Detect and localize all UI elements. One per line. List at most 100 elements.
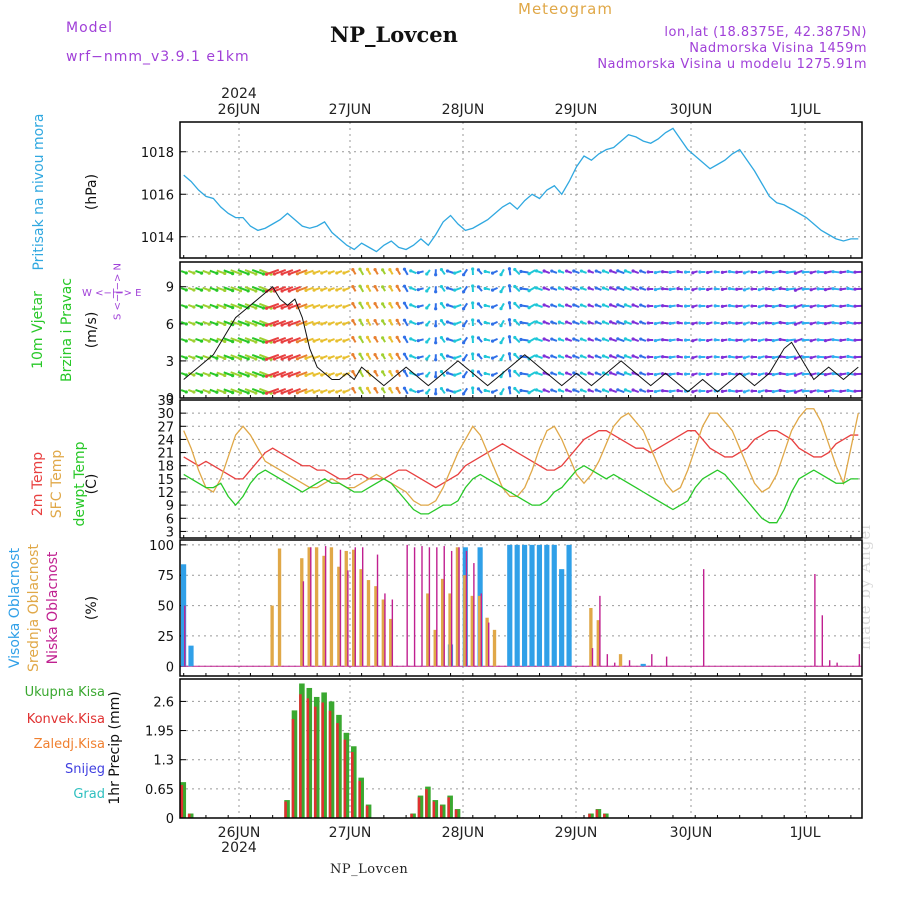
wind-arrow-head (351, 387, 355, 391)
wind-arrow-head (207, 390, 211, 394)
wind-arrow (281, 303, 294, 309)
wind-arrow-head (631, 303, 635, 307)
wind-arrow-head (425, 272, 429, 276)
wind-arrow-head (327, 288, 331, 292)
cloud-mid-bar (470, 595, 474, 667)
wind-arrow-head (646, 355, 650, 359)
wind-arrow (297, 320, 308, 326)
wind-arrow-head (793, 288, 798, 292)
wind-arrow-head (764, 355, 768, 359)
wind-arrow-head (402, 369, 407, 373)
precip-total-bar (306, 687, 313, 818)
wind-arrow-head (351, 302, 355, 306)
wind-arrow (251, 337, 264, 343)
wind-arrow-head (280, 323, 284, 327)
wind-arrow-head (513, 301, 517, 306)
wind-arrow-head (513, 369, 517, 374)
wind-arrow (274, 337, 287, 343)
wind-arrow-head (365, 318, 370, 323)
wind-arrow-head (831, 389, 835, 393)
wind-arrow-head (668, 321, 672, 325)
wind-arrow-head (287, 357, 291, 361)
wind-arrow-head (439, 386, 444, 391)
precip-conv-bar (425, 789, 428, 818)
precip-total-bar (343, 732, 350, 818)
wind-arrow-head (304, 271, 308, 275)
wind-arrow-head (272, 391, 277, 395)
precip-conv-bar (417, 797, 421, 818)
wind-arrow-head (402, 352, 407, 356)
wind-arrow-head (295, 391, 299, 395)
wind-arrow-head (801, 338, 805, 342)
wind-arrow-head (358, 318, 362, 322)
wind-arrow-head (587, 371, 591, 375)
wind-arrow-head (513, 284, 517, 289)
wind-arrow-head (616, 320, 620, 324)
wind-arrow-head (727, 287, 732, 291)
wind-arrow-head (358, 386, 362, 390)
wind-arrow-head (778, 286, 782, 291)
wind-arrow-head (388, 268, 392, 272)
wind-arrow-head (381, 336, 385, 340)
wind-arrow-head (246, 323, 250, 327)
wind-arrow-head (434, 273, 438, 277)
wind-arrow-head (742, 322, 747, 326)
wind-panel-bg (180, 262, 862, 398)
wind-arrow-head (646, 389, 650, 393)
wind-arrow-head (771, 271, 775, 275)
wind-arrow-head (483, 388, 487, 393)
wind-arrow-head (609, 303, 613, 307)
wind-arrow-head (471, 318, 475, 322)
wind-arrow-head (365, 301, 370, 306)
wind-arrow-head (691, 271, 695, 275)
wind-arrow-head (261, 391, 266, 395)
cloud-mid-bar (352, 549, 356, 667)
wind-arrow-head (839, 372, 843, 376)
cloud-high-bar (522, 544, 528, 667)
wind-arrow-head (616, 388, 620, 392)
wind-arrow-head (750, 355, 754, 359)
cloud-low-bar (347, 570, 349, 667)
cloud-low-bar (836, 662, 838, 667)
wind-arrow-head (238, 391, 243, 395)
wind-arrow (281, 388, 294, 394)
wind-arrow-head (823, 390, 828, 394)
wind-arrow-head (507, 386, 512, 390)
cloud-low-bar (821, 615, 823, 667)
wind-arrow-head (660, 304, 665, 308)
wind-arrow-head (254, 272, 258, 276)
wind-arrow-head (816, 321, 820, 325)
wind-arrow-head (735, 304, 739, 308)
cloud-low-bar (829, 660, 831, 667)
wind-arrow-head (499, 307, 503, 311)
wind-arrow-head (373, 370, 377, 374)
wind-arrow-head (453, 339, 457, 343)
wind-arrow-head (272, 374, 277, 378)
precip-total-bar (187, 813, 194, 818)
wind-arrow-head (616, 371, 620, 375)
wind-arrow-head (594, 286, 598, 290)
cloud-mid-bar (300, 558, 304, 667)
wind-arrow (281, 286, 294, 292)
wind-arrow-head (365, 352, 370, 357)
wind-arrow-head (238, 323, 243, 327)
wind-arrow-head (499, 290, 503, 294)
wind-arrow-head (527, 272, 531, 276)
wind-arrow-head (793, 339, 798, 343)
wind-arrow-head (453, 373, 457, 377)
wind-ytick-label: 9 (166, 281, 174, 296)
precip-ytick-label: 0.65 (145, 783, 174, 798)
cloud-low-bar (361, 547, 364, 667)
wind-arrow-head (542, 388, 546, 392)
wind-arrow-head (351, 319, 355, 323)
wind-arrow-head (631, 337, 635, 341)
wind-arrow-head (507, 352, 512, 356)
wind-arrow-head (550, 337, 554, 341)
wind-arrow-head (402, 386, 407, 390)
wind-arrow-head (519, 388, 523, 393)
day-label-bottom: 27JUN (329, 825, 372, 841)
wind-arrow-head (409, 286, 413, 290)
wind-arrow (274, 371, 287, 377)
wind-arrow-head (335, 305, 339, 309)
wind-arrow-head (646, 304, 650, 308)
